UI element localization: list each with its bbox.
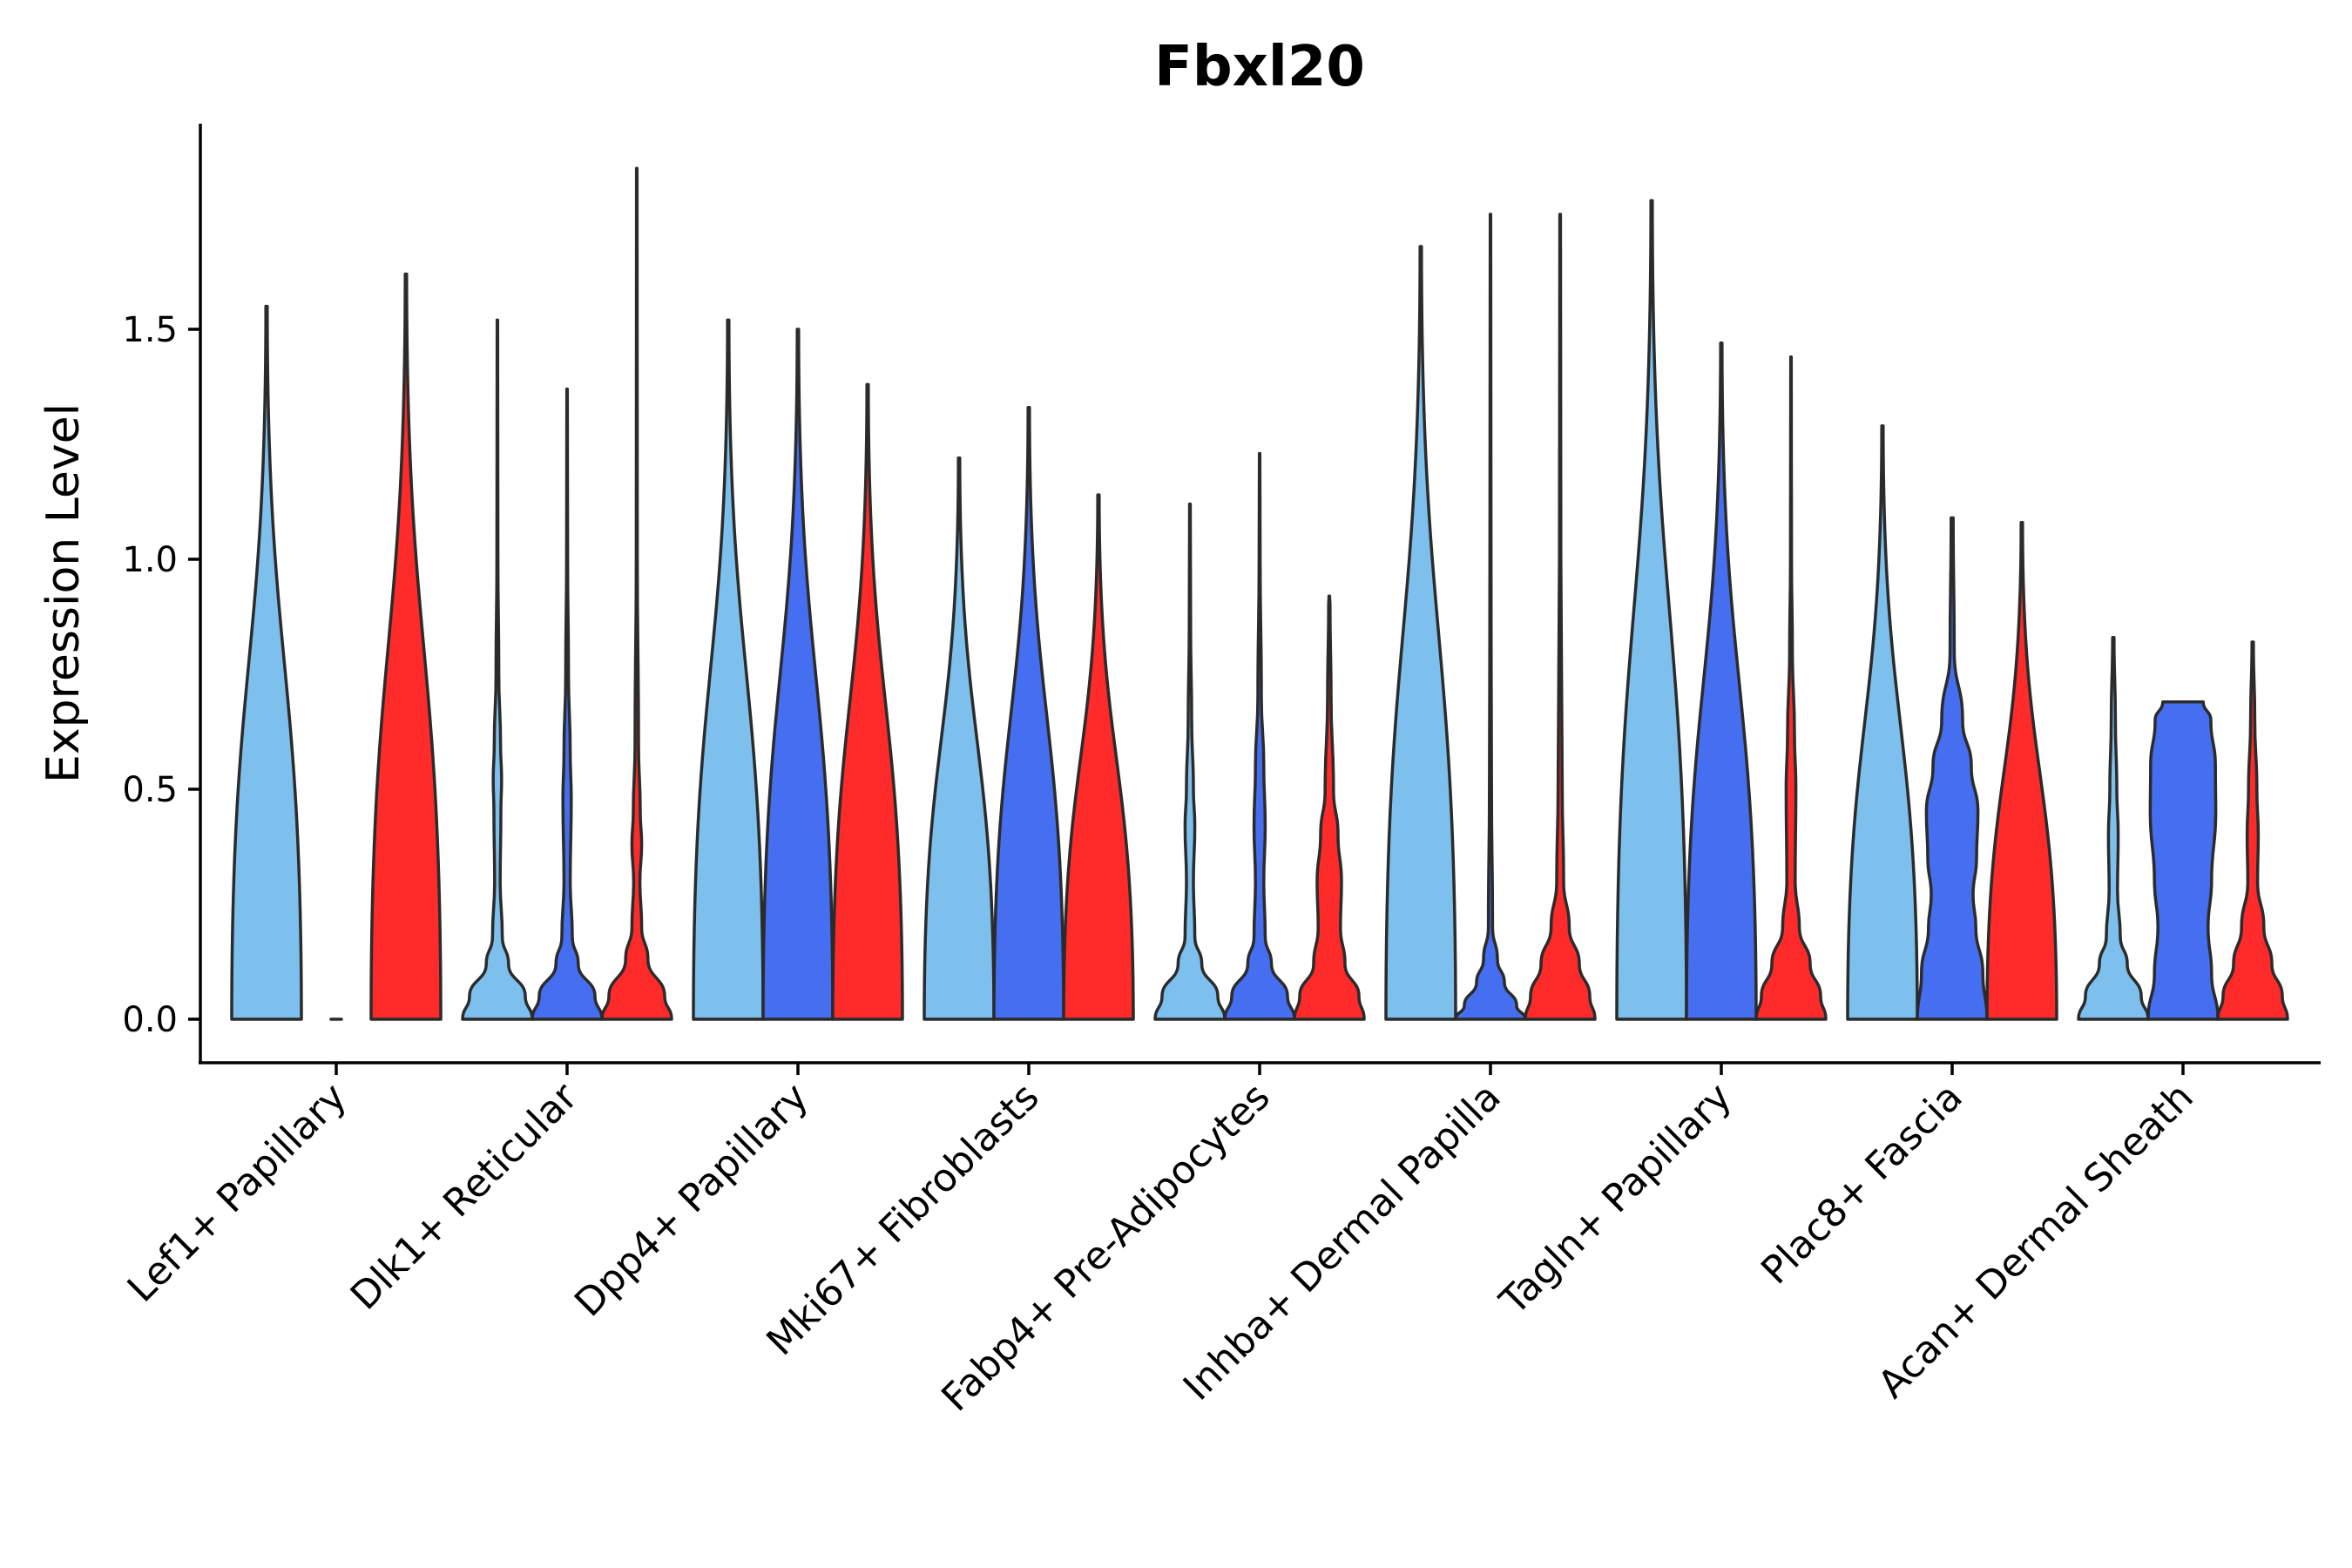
violin-9-1: [2077, 636, 2150, 1021]
violin-9-3: [2216, 640, 2289, 1021]
y-tick-label: 1.5: [122, 310, 178, 350]
y-ticks-group: 0.0 0.5 1.0 1.5: [122, 310, 200, 1040]
violin-7-3: [1754, 355, 1828, 1021]
violin-2-3: [600, 166, 673, 1021]
violin-9-2: [2146, 700, 2220, 1021]
violin-7-2: [1685, 341, 1758, 1021]
y-axis-title: Expression Level: [37, 403, 90, 783]
y-tick-label: 1.0: [122, 540, 178, 580]
violin-5-2: [1223, 451, 1296, 1021]
violin-6-2: [1454, 213, 1527, 1021]
violin-5-1: [1153, 502, 1227, 1021]
violin-3-3: [831, 382, 904, 1021]
x-category-label: Dlk1+ Reticular: [342, 1074, 587, 1319]
violin-3-1: [692, 318, 765, 1021]
violin-6-1: [1384, 245, 1457, 1021]
violin-8-2: [1916, 516, 1989, 1021]
violin-6-3: [1524, 213, 1597, 1021]
violin-2-2: [531, 387, 604, 1021]
violin-8-3: [1985, 521, 2058, 1021]
violin-4-3: [1062, 493, 1135, 1021]
violin-1-3: [369, 272, 443, 1021]
x-category-label: Plac8+ Fascia: [1753, 1075, 1971, 1294]
violin-8-1: [1846, 424, 1919, 1021]
x-category-label: Lef1+ Papillary: [119, 1075, 355, 1311]
chart-title: Fbxl20: [1154, 35, 1365, 99]
violin-2-1: [461, 318, 534, 1021]
x-category-label: Dpp4+ Papillary: [566, 1075, 817, 1326]
violins-group: [230, 166, 2289, 1021]
violin-4-2: [992, 406, 1065, 1021]
violin-4-1: [923, 456, 996, 1021]
violin-1-1: [230, 304, 303, 1021]
x-category-label: Tagln+ Papillary: [1491, 1075, 1740, 1324]
violin-3-2: [761, 328, 835, 1021]
y-tick-label: 0.0: [122, 1000, 178, 1040]
y-tick-label: 0.5: [122, 770, 178, 810]
violin-5-3: [1293, 594, 1366, 1021]
violin-7-1: [1615, 199, 1688, 1021]
